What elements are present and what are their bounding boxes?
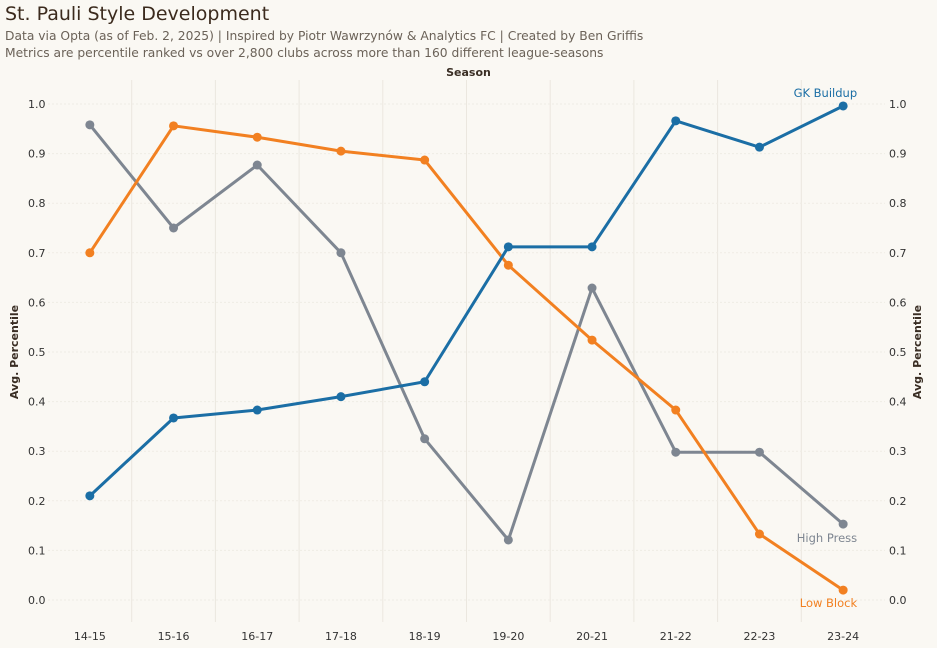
data-point [671, 405, 681, 415]
data-point [420, 434, 430, 444]
y-tick-label-right: 0.3 [889, 445, 907, 458]
data-point [754, 142, 764, 152]
data-point [252, 405, 262, 415]
y-tick-label-right: 0.0 [889, 594, 907, 607]
y-tick-label-left: 0.0 [28, 594, 46, 607]
y-tick-label-right: 0.9 [889, 148, 907, 161]
y-tick-label-left: 1.0 [28, 98, 46, 111]
x-tick-label: 17-18 [325, 630, 357, 643]
data-point [336, 248, 346, 258]
x-tick-label: 14-15 [74, 630, 106, 643]
series-label-gk-buildup: GK Buildup [794, 86, 858, 100]
data-point [252, 160, 262, 170]
x-tick-label: 18-19 [409, 630, 441, 643]
data-point [754, 529, 764, 539]
y-tick-label-left: 0.7 [28, 247, 46, 260]
y-tick-label-right: 1.0 [889, 98, 907, 111]
data-point [587, 242, 597, 252]
y-tick-label-right: 0.6 [889, 296, 907, 309]
y-tick-label-left: 0.8 [28, 197, 46, 210]
series-line-high-press [88, 123, 845, 542]
y-tick-label-left: 0.1 [28, 544, 46, 557]
chart-title: St. Pauli Style Development [5, 3, 270, 25]
data-point [85, 248, 95, 258]
data-point [587, 283, 597, 293]
data-point [169, 121, 179, 131]
data-point [336, 146, 346, 156]
data-point [336, 392, 346, 402]
y-tick-label-left: 0.4 [28, 396, 46, 409]
data-point [503, 260, 513, 270]
subtitle-line-2: Metrics are percentile ranked vs over 2,… [5, 46, 604, 60]
x-tick-label: 19-20 [492, 630, 524, 643]
y-axis-title-left: Avg. Percentile [8, 305, 21, 399]
data-point [754, 447, 764, 457]
data-point [85, 491, 95, 501]
series-label-high-press: High Press [797, 531, 857, 545]
y-tick-label-left: 0.5 [28, 346, 46, 359]
y-tick-label-right: 0.1 [889, 544, 907, 557]
data-point [671, 447, 681, 457]
x-tick-label: 15-16 [158, 630, 190, 643]
series-label-low-block: Low Block [800, 596, 858, 610]
subtitle-line-1: Data via Opta (as of Feb. 2, 2025) | Ins… [5, 29, 644, 43]
y-tick-label-right: 0.4 [889, 396, 907, 409]
data-point [503, 535, 513, 545]
data-point [671, 116, 681, 126]
data-point [169, 413, 179, 423]
series-line-low-block [88, 124, 844, 592]
y-tick-label-left: 0.9 [28, 148, 46, 161]
data-point [587, 335, 597, 345]
x-tick-label: 21-22 [660, 630, 692, 643]
y-tick-label-left: 0.6 [28, 296, 46, 309]
y-tick-label-right: 0.8 [889, 197, 907, 210]
y-tick-label-right: 0.7 [889, 247, 907, 260]
data-point [838, 585, 848, 595]
x-tick-label: 16-17 [241, 630, 273, 643]
data-point [838, 101, 848, 111]
y-tick-label-right: 0.5 [889, 346, 907, 359]
data-point [420, 155, 430, 165]
y-tick-label-left: 0.2 [28, 495, 46, 508]
data-point [838, 519, 848, 529]
x-axis-title: Season [446, 66, 491, 79]
data-point [169, 223, 179, 233]
y-tick-label-left: 0.3 [28, 445, 46, 458]
x-tick-label: 23-24 [827, 630, 859, 643]
data-point [503, 242, 513, 252]
y-tick-label-right: 0.2 [889, 495, 907, 508]
x-tick-label: 20-21 [576, 630, 608, 643]
data-point [85, 120, 95, 130]
data-point [420, 377, 430, 387]
y-axis-title-right: Avg. Percentile [911, 305, 924, 399]
series-line-gk-buildup [88, 104, 844, 497]
x-tick-label: 22-23 [743, 630, 775, 643]
data-point [252, 132, 262, 142]
